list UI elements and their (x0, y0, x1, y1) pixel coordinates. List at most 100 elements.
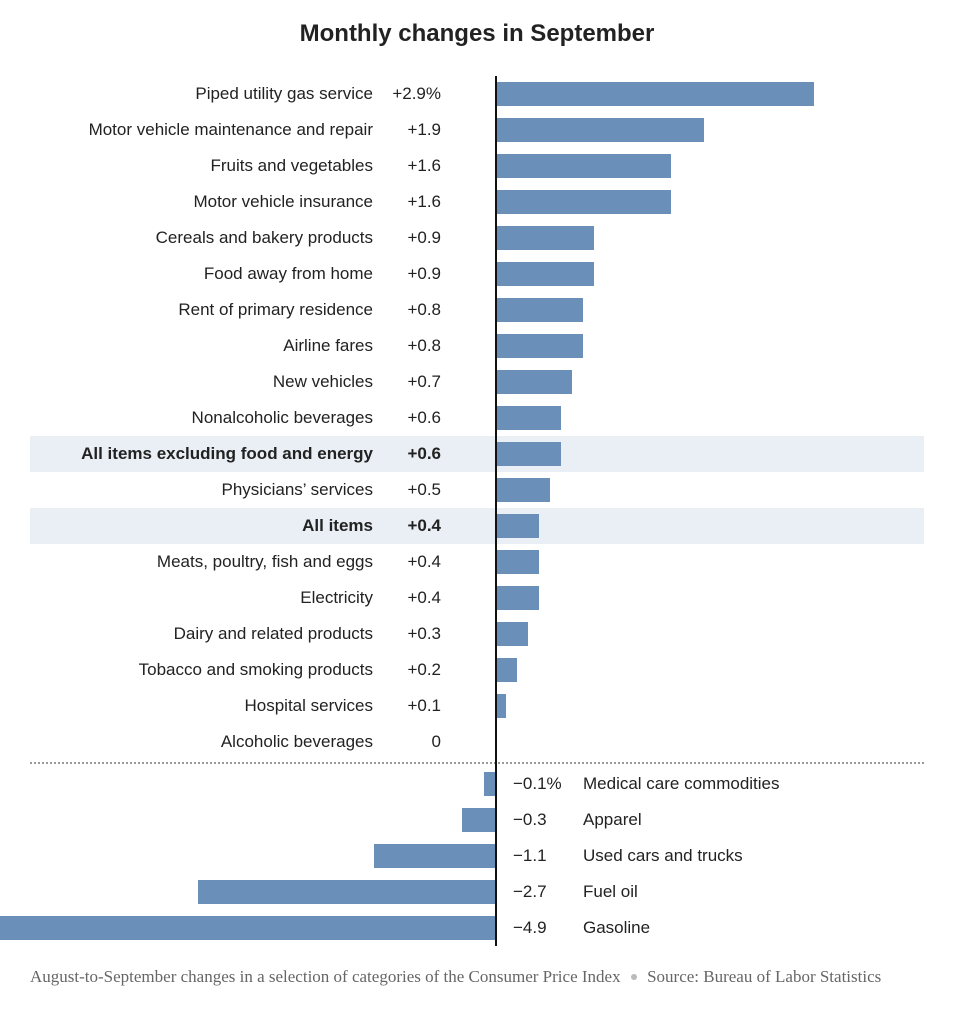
category-label: Apparel (565, 810, 642, 830)
chart-row: −2.7Fuel oil (30, 874, 924, 910)
bullet-icon (631, 974, 637, 980)
chart-row: Physicians’ services+0.5 (30, 472, 924, 508)
category-label: Hospital services (30, 696, 385, 716)
category-label: Alcoholic beverages (30, 732, 385, 752)
bar (495, 118, 704, 142)
source-line: August-to-September changes in a selecti… (30, 964, 924, 990)
value-label: +0.3 (385, 624, 455, 644)
chart-row: Airline fares+0.8 (30, 328, 924, 364)
value-label: +0.5 (385, 480, 455, 500)
value-label: +0.8 (385, 300, 455, 320)
chart-row: Hospital services+0.1 (30, 688, 924, 724)
chart-row: Tobacco and smoking products+0.2 (30, 652, 924, 688)
chart-row: Electricity+0.4 (30, 580, 924, 616)
value-label: +0.4 (385, 552, 455, 572)
chart-row: All items excluding food and energy+0.6 (30, 436, 924, 472)
category-label: Tobacco and smoking products (30, 660, 385, 680)
value-label: +0.9 (385, 264, 455, 284)
value-label: −4.9 (495, 918, 565, 938)
bar (495, 226, 594, 250)
value-label: +1.6 (385, 192, 455, 212)
chart-row: −0.3Apparel (30, 802, 924, 838)
value-label: +2.9% (385, 84, 455, 104)
value-label: +0.2 (385, 660, 455, 680)
category-label: Physicians’ services (30, 480, 385, 500)
value-label: 0 (385, 732, 455, 752)
chart-row: Cereals and bakery products+0.9 (30, 220, 924, 256)
value-label: +1.6 (385, 156, 455, 176)
chart-row: Food away from home+0.9 (30, 256, 924, 292)
category-label: Used cars and trucks (565, 846, 743, 866)
bar (495, 406, 561, 430)
value-label: +0.6 (385, 444, 455, 464)
chart-row: Motor vehicle maintenance and repair+1.9 (30, 112, 924, 148)
chart-row: All items+0.4 (30, 508, 924, 544)
category-label: Gasoline (565, 918, 650, 938)
value-label: +0.8 (385, 336, 455, 356)
value-label: +0.4 (385, 588, 455, 608)
bar (495, 622, 528, 646)
value-label: +0.4 (385, 516, 455, 536)
value-label: +0.9 (385, 228, 455, 248)
value-label: +0.1 (385, 696, 455, 716)
chart-row: Nonalcoholic beverages+0.6 (30, 400, 924, 436)
source-description: August-to-September changes in a selecti… (30, 967, 621, 986)
value-label: −0.1% (495, 774, 565, 794)
value-label: −0.3 (495, 810, 565, 830)
bar (495, 478, 550, 502)
chart-row: Dairy and related products+0.3 (30, 616, 924, 652)
category-label: All items excluding food and energy (30, 444, 385, 464)
chart-row: Meats, poultry, fish and eggs+0.4 (30, 544, 924, 580)
negative-rows: −0.1%Medical care commodities−0.3Apparel… (30, 766, 924, 946)
category-label: Food away from home (30, 264, 385, 284)
category-label: Nonalcoholic beverages (30, 408, 385, 428)
chart-row: −0.1%Medical care commodities (30, 766, 924, 802)
category-label: Medical care commodities (565, 774, 780, 794)
chart-row: Alcoholic beverages0 (30, 724, 924, 760)
chart-row: Piped utility gas service+2.9% (30, 76, 924, 112)
chart-row: New vehicles+0.7 (30, 364, 924, 400)
zero-axis (495, 76, 497, 946)
value-label: −2.7 (495, 882, 565, 902)
bar (495, 514, 539, 538)
chart-row: Rent of primary residence+0.8 (30, 292, 924, 328)
bar (495, 550, 539, 574)
value-label: +0.7 (385, 372, 455, 392)
bar (495, 658, 517, 682)
bar (495, 334, 583, 358)
bar (495, 190, 671, 214)
value-label: +1.9 (385, 120, 455, 140)
bar (495, 154, 671, 178)
bar (495, 262, 594, 286)
value-label: −1.1 (495, 846, 565, 866)
bar (0, 916, 495, 940)
category-label: Electricity (30, 588, 385, 608)
chart-title: Monthly changes in September (30, 20, 924, 48)
category-label: Dairy and related products (30, 624, 385, 644)
category-label: Piped utility gas service (30, 84, 385, 104)
category-label: Fuel oil (565, 882, 638, 902)
bar (495, 298, 583, 322)
bar (495, 586, 539, 610)
category-label: Motor vehicle insurance (30, 192, 385, 212)
bar (462, 808, 495, 832)
bar (374, 844, 495, 868)
category-label: Cereals and bakery products (30, 228, 385, 248)
bar (484, 772, 495, 796)
chart-row: −1.1Used cars and trucks (30, 838, 924, 874)
category-label: Airline fares (30, 336, 385, 356)
source-attribution: Source: Bureau of Labor Statistics (647, 967, 881, 986)
bar (198, 880, 495, 904)
chart-area: Piped utility gas service+2.9%Motor vehi… (30, 76, 924, 946)
category-label: All items (30, 516, 385, 536)
category-label: New vehicles (30, 372, 385, 392)
category-label: Meats, poultry, fish and eggs (30, 552, 385, 572)
bar (495, 442, 561, 466)
category-label: Rent of primary residence (30, 300, 385, 320)
chart-row: Fruits and vegetables+1.6 (30, 148, 924, 184)
chart-row: Motor vehicle insurance+1.6 (30, 184, 924, 220)
bar (495, 370, 572, 394)
positive-rows: Piped utility gas service+2.9%Motor vehi… (30, 76, 924, 760)
value-label: +0.6 (385, 408, 455, 428)
category-label: Motor vehicle maintenance and repair (30, 120, 385, 140)
